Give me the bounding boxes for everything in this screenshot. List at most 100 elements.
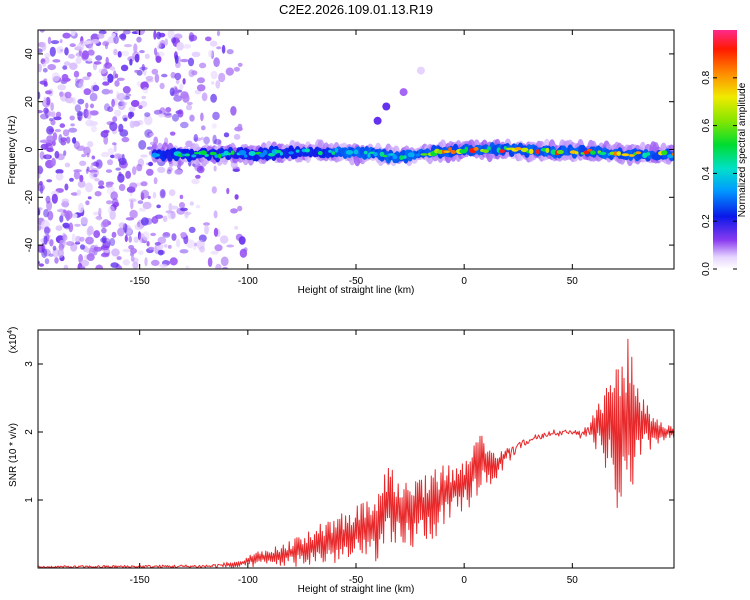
band-cell <box>499 149 505 154</box>
band-cell <box>487 146 491 151</box>
noise-blob <box>226 244 235 248</box>
heatmap-marks <box>38 30 674 269</box>
noise-blob <box>170 71 176 79</box>
band-cell <box>363 150 368 155</box>
noise-blob <box>132 166 137 176</box>
noise-blob <box>168 189 176 197</box>
noise-blob <box>237 62 243 67</box>
band-cell <box>402 155 407 159</box>
noise-blob <box>176 42 184 51</box>
band-cell <box>328 149 332 153</box>
noise-blob <box>106 200 113 205</box>
band-cell <box>227 152 231 156</box>
noise-blob <box>130 199 134 210</box>
x-tick-label: -50 <box>349 276 364 287</box>
noise-blob <box>45 96 51 106</box>
noise-blob <box>41 248 48 259</box>
noise-blob <box>128 106 136 112</box>
noise-blob <box>208 50 213 58</box>
band-cell <box>482 149 489 154</box>
noise-blob <box>38 183 45 192</box>
noise-blob <box>118 222 126 229</box>
noise-blob <box>110 154 115 159</box>
noise-blob <box>118 157 127 166</box>
noise-blob <box>79 174 84 183</box>
noise-blob <box>234 126 243 132</box>
noise-blob <box>52 245 57 251</box>
noise-blob <box>77 116 81 120</box>
noise-blob <box>62 129 70 137</box>
noise-blob <box>199 246 206 253</box>
noise-blob <box>144 112 151 117</box>
band-cell <box>331 151 336 155</box>
noise-blob <box>42 68 48 73</box>
noise-blob <box>136 30 145 36</box>
noise-blob <box>158 113 165 118</box>
band-cell <box>450 150 457 154</box>
noise-blob <box>87 57 93 62</box>
noise-blob <box>62 65 68 70</box>
noise-blob <box>43 209 49 218</box>
noise-blob <box>132 261 139 269</box>
noise-blob <box>85 236 94 245</box>
isolated-point <box>399 88 408 97</box>
noise-blob <box>107 147 115 155</box>
noise-blob <box>185 140 193 148</box>
noise-blob <box>177 109 184 118</box>
noise-blob <box>76 189 82 196</box>
noise-blob <box>57 248 64 258</box>
x-tick-label: -150 <box>130 575 150 586</box>
noise-blob <box>94 191 102 197</box>
noise-blob <box>140 154 148 158</box>
noise-blob <box>93 246 102 252</box>
noise-blob <box>128 235 132 243</box>
band-cell <box>262 149 268 156</box>
noise-blob <box>169 87 175 97</box>
noise-blob <box>203 222 210 226</box>
noise-blob <box>70 123 75 127</box>
noise-blob <box>205 36 212 42</box>
noise-blob <box>222 266 229 269</box>
noise-blob <box>156 204 161 209</box>
band-cell <box>279 151 283 156</box>
noise-blob <box>102 77 109 81</box>
noise-blob <box>151 68 159 75</box>
noise-blob <box>69 177 74 182</box>
noise-blob <box>109 121 118 132</box>
noise-blob <box>230 106 237 116</box>
noise-blob <box>167 244 172 249</box>
noise-blob <box>48 253 54 257</box>
noise-blob <box>211 186 217 194</box>
noise-blob <box>50 119 56 126</box>
noise-blob <box>43 235 48 245</box>
noise-blob <box>121 153 125 161</box>
noise-blob <box>174 72 182 81</box>
isolated-point <box>373 116 382 125</box>
noise-blob <box>87 49 95 56</box>
noise-blob <box>213 57 220 68</box>
noise-blob <box>209 40 218 47</box>
band-cell <box>628 154 635 157</box>
noise-blob <box>180 232 187 238</box>
noise-blob <box>49 239 54 247</box>
noise-blob <box>159 188 166 199</box>
noise-blob <box>129 182 138 190</box>
noise-blob <box>76 42 85 52</box>
band-cell <box>635 151 642 155</box>
noise-blob <box>107 159 113 166</box>
band-cell <box>345 150 354 155</box>
noise-blob <box>59 123 66 128</box>
noise-blob <box>200 112 204 122</box>
colorbar-tick-label: 0.6 <box>701 118 712 132</box>
noise-blob <box>95 264 104 269</box>
noise-blob <box>129 58 133 66</box>
noise-blob <box>171 36 177 44</box>
noise-blob <box>136 81 142 87</box>
band-cell <box>288 151 294 155</box>
noise-blob <box>203 136 210 145</box>
noise-blob <box>173 95 183 102</box>
y-tick-label: 3 <box>24 361 35 367</box>
noise-blob <box>76 110 84 117</box>
noise-blob <box>93 173 98 178</box>
